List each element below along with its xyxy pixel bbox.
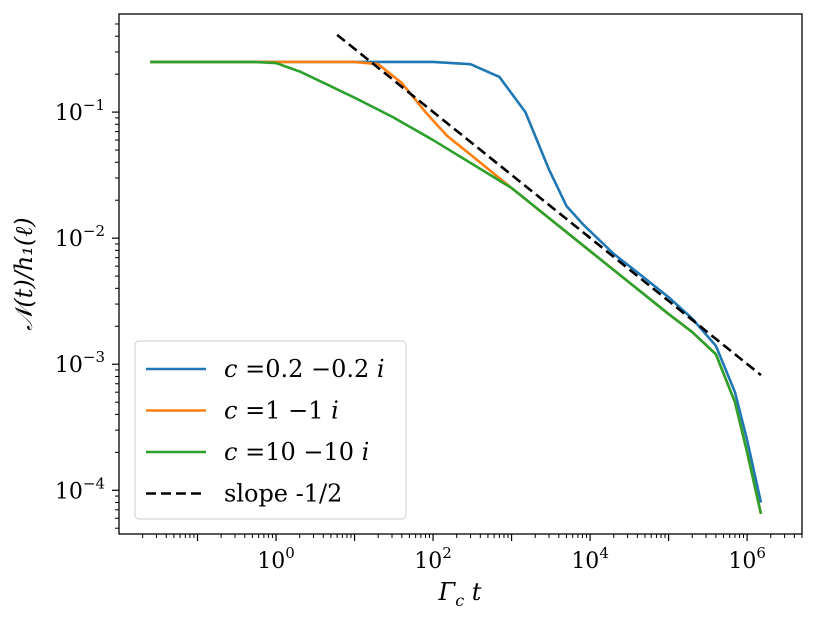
y-axis-ticks: 10−1 10−2 10−3 10−4	[55, 23, 119, 529]
series-line-2	[150, 60, 763, 515]
legend-label-0: c =0.2 −0.2 i	[224, 355, 385, 383]
x-tick-label-1: 102	[414, 544, 452, 574]
x-axis-label-rest: t	[464, 578, 482, 606]
y-tick-label-3: 10−4	[55, 474, 105, 504]
y-axis-label: 𝒩(t)/h₁(ℓ)	[10, 217, 38, 330]
x-tick-label-0: 100	[257, 544, 295, 574]
x-axis-label-sub: c	[455, 591, 464, 610]
x-tick-label-3: 106	[728, 544, 766, 574]
legend-label-2: c =10 −10 i	[224, 438, 369, 466]
series-layer	[150, 33, 763, 515]
x-axis-label: Γc t	[438, 578, 482, 610]
y-tick-label-0: 10−1	[55, 96, 105, 126]
series-line-0	[150, 60, 763, 503]
legend-box	[134, 340, 407, 520]
legend-label-3: slope -1/2	[224, 480, 342, 508]
x-axis-label-main: Γ	[438, 578, 457, 606]
y-tick-label-1: 10−2	[55, 222, 105, 252]
legend: c =0.2 −0.2 i c =1 −1 i c =10 −10 i slope -…	[134, 340, 407, 520]
x-axis-ticks: 100 102 104 106	[142, 534, 803, 574]
legend-label-1: c =1 −1 i	[224, 397, 339, 425]
x-tick-label-2: 104	[571, 544, 609, 574]
y-tick-label-2: 10−3	[55, 348, 105, 378]
series-line-3	[336, 33, 762, 377]
plot-frame	[118, 13, 803, 535]
